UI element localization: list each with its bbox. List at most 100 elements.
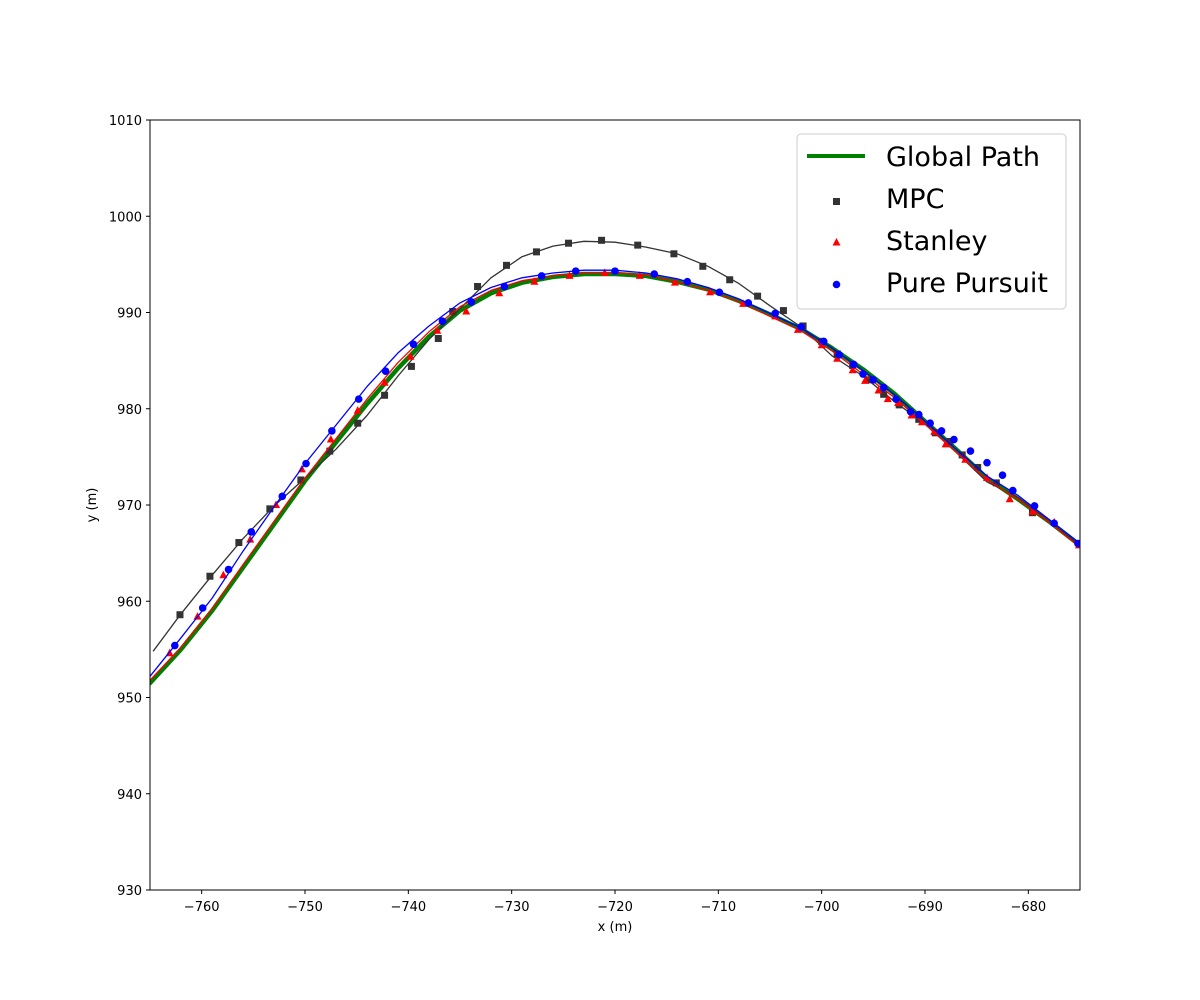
legend-label-stanley: Stanley	[886, 226, 987, 257]
stanley-marker	[246, 535, 255, 543]
mpc-marker	[598, 236, 606, 244]
stanley-marker	[1005, 494, 1014, 503]
y-axis-ticks: 930 940 950 960 970 980 990 1000 1010	[109, 114, 150, 899]
mpc-marker	[206, 572, 214, 580]
stanley-marker	[219, 570, 228, 579]
pure-pursuit-marker	[198, 604, 207, 612]
stanley-marker	[495, 288, 504, 297]
legend-swatch-pure-pursuit	[832, 280, 841, 289]
pure-pursuit-marker	[926, 419, 934, 427]
pure-pursuit-marker	[537, 272, 546, 280]
pure-pursuit-marker	[859, 370, 867, 378]
mpc-marker	[880, 390, 888, 398]
pure-pursuit-marker	[500, 282, 509, 291]
pure-pursuit-marker	[966, 447, 975, 455]
legend: Global Path MPC Stanley Pure Pursuit	[796, 133, 1067, 310]
pure-pursuit-marker	[715, 288, 724, 297]
y-axis-title: y (m)	[85, 488, 100, 523]
stanley-marker	[930, 427, 939, 435]
stanley-marker	[462, 307, 471, 315]
x-tick-label: −680	[1010, 900, 1046, 915]
pure-pursuit-marker	[983, 458, 991, 467]
x-tick-label: −720	[597, 900, 633, 915]
pure-pursuit-marker	[354, 395, 363, 403]
mpc-marker	[434, 334, 442, 342]
pure-pursuit-marker	[835, 351, 844, 359]
pure-pursuit-marker	[849, 360, 858, 369]
legend-swatch-stanley	[832, 238, 841, 246]
y-tick-label: 960	[117, 595, 142, 610]
x-tick-label: −760	[184, 900, 220, 915]
mpc-marker	[864, 376, 872, 384]
stanley-marker	[883, 394, 892, 403]
pure-pursuit-marker	[998, 471, 1007, 479]
x-tick-label: −750	[287, 900, 323, 915]
stanley-marker	[565, 271, 574, 279]
mpc-marker	[670, 250, 678, 258]
stanley-marker	[530, 277, 539, 285]
stanley-marker	[353, 406, 362, 414]
y-tick-label: 970	[117, 499, 142, 514]
pure-pursuit-marker	[744, 299, 753, 307]
mpc-marker	[992, 479, 1000, 487]
y-tick-label: 930	[117, 884, 142, 899]
stanley-marker	[874, 385, 883, 394]
mpc-marker	[699, 262, 707, 270]
pure-pursuit-marker	[171, 641, 179, 650]
pure-pursuit-marker	[797, 323, 805, 331]
x-axis-ticks: −760 −750 −740 −730 −720 −710 −700 −690 −680	[184, 890, 1046, 915]
pure-pursuit-marker	[879, 383, 888, 392]
y-tick-label: 1010	[109, 114, 142, 129]
stanley-marker	[983, 473, 991, 482]
stanley-marker	[861, 376, 870, 384]
pure-pursuit-marker	[467, 298, 476, 306]
pure-pursuit-marker	[381, 367, 390, 376]
pure-pursuit-marker	[869, 376, 878, 384]
stanley-marker	[917, 417, 926, 426]
x-tick-label: −740	[390, 900, 426, 915]
pure-pursuit-marker	[650, 270, 659, 278]
y-tick-label: 950	[117, 692, 142, 707]
y-tick-label: 1000	[109, 210, 142, 225]
mpc-marker	[297, 476, 305, 484]
mpc-marker	[946, 437, 954, 445]
pure-pursuit-marker	[1050, 519, 1058, 528]
stanley-marker	[406, 352, 415, 360]
x-tick-label: −690	[907, 900, 943, 915]
x-tick-label: −710	[700, 900, 736, 915]
legend-label-pure-pursuit: Pure Pursuit	[886, 268, 1048, 299]
pure-pursuit-marker	[915, 410, 923, 419]
pure-pursuit-marker	[302, 459, 310, 468]
stanley-marker	[635, 271, 644, 279]
y-tick-label: 940	[117, 788, 142, 803]
pure-pursuit-marker	[819, 337, 828, 346]
pure-pursuit-marker	[571, 267, 580, 275]
pure-pursuit-marker	[906, 407, 915, 416]
stanley-marker	[941, 439, 950, 448]
stanley-marker	[380, 378, 389, 386]
series-pure-pursuit	[150, 267, 1080, 677]
pure-pursuit-marker	[247, 528, 256, 536]
x-tick-label: −700	[804, 900, 840, 915]
legend-swatch-mpc	[833, 198, 840, 205]
stanley-marker	[1028, 507, 1037, 515]
mpc-marker	[381, 391, 389, 399]
pure-pursuit-marker	[937, 427, 946, 435]
pure-pursuit-marker	[224, 565, 233, 574]
mpc-marker	[754, 292, 762, 300]
mpc-marker	[634, 241, 642, 249]
stanley-marker	[961, 455, 970, 463]
legend-box	[796, 133, 1067, 310]
stanley-marker	[848, 365, 857, 374]
mpc-marker	[503, 261, 510, 269]
pure-pursuit-marker	[892, 395, 900, 403]
stanley-marker	[600, 268, 609, 277]
mpc-marker	[176, 611, 184, 619]
legend-label-mpc: MPC	[886, 184, 944, 215]
mpc-marker	[726, 276, 734, 284]
pure-pursuit-marker	[1074, 539, 1080, 548]
mpc-marker	[407, 362, 415, 370]
mpc-marker	[326, 447, 334, 455]
mpc-marker	[266, 505, 274, 513]
